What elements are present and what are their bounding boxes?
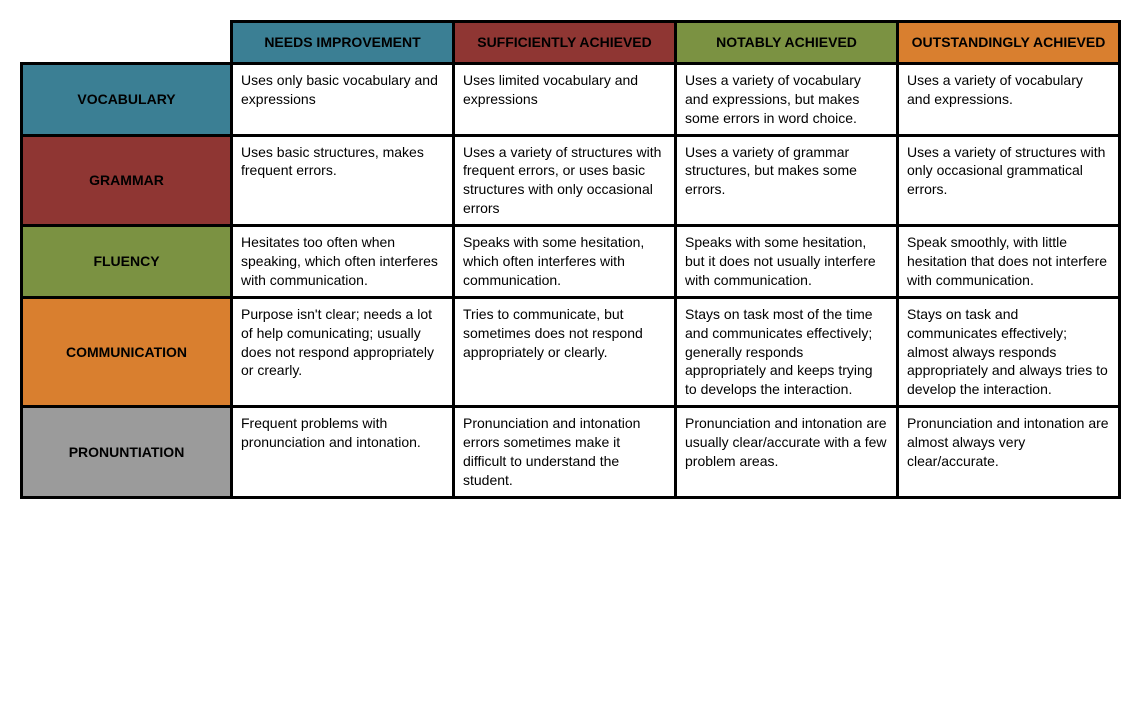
col-header-notably-achieved: NOTABLY ACHIEVED — [676, 22, 898, 64]
rubric-table: NEEDS IMPROVEMENT SUFFICIENTLY ACHIEVED … — [20, 20, 1121, 499]
col-header-outstandingly-achieved: OUTSTANDINGLY ACHIEVED — [898, 22, 1120, 64]
row-header-fluency: FLUENCY — [22, 226, 232, 298]
rubric-cell: Speak smoothly, with little hesitation t… — [898, 226, 1120, 298]
rubric-cell: Frequent problems with pronunciation and… — [232, 407, 454, 498]
rubric-cell: Pronunciation and intonation are almost … — [898, 407, 1120, 498]
row-header-communication: COMMUNICATION — [22, 297, 232, 406]
rubric-cell: Pronunciation and intonation errors some… — [454, 407, 676, 498]
rubric-cell: Uses a variety of structures with only o… — [898, 135, 1120, 226]
rubric-cell: Uses only basic vocabulary and expressio… — [232, 63, 454, 135]
rubric-cell: Tries to communicate, but sometimes does… — [454, 297, 676, 406]
col-header-needs-improvement: NEEDS IMPROVEMENT — [232, 22, 454, 64]
table-row: VOCABULARY Uses only basic vocabulary an… — [22, 63, 1120, 135]
rubric-cell: Speaks with some hesitation, but it does… — [676, 226, 898, 298]
rubric-cell: Uses a variety of vocabulary and express… — [898, 63, 1120, 135]
table-row: COMMUNICATION Purpose isn't clear; needs… — [22, 297, 1120, 406]
corner-cell — [22, 22, 232, 64]
rubric-cell: Stays on task and communicates effective… — [898, 297, 1120, 406]
row-header-vocabulary: VOCABULARY — [22, 63, 232, 135]
rubric-cell: Hesitates too often when speaking, which… — [232, 226, 454, 298]
rubric-cell: Purpose isn't clear; needs a lot of help… — [232, 297, 454, 406]
table-row: GRAMMAR Uses basic structures, makes fre… — [22, 135, 1120, 226]
table-row: FLUENCY Hesitates too often when speakin… — [22, 226, 1120, 298]
header-row: NEEDS IMPROVEMENT SUFFICIENTLY ACHIEVED … — [22, 22, 1120, 64]
rubric-cell: Stays on task most of the time and commu… — [676, 297, 898, 406]
rubric-cell: Speaks with some hesitation, which often… — [454, 226, 676, 298]
rubric-cell: Uses a variety of vocabulary and express… — [676, 63, 898, 135]
rubric-cell: Pronunciation and intonation are usually… — [676, 407, 898, 498]
rubric-cell: Uses basic structures, makes frequent er… — [232, 135, 454, 226]
rubric-cell: Uses a variety of grammar structures, bu… — [676, 135, 898, 226]
table-row: PRONUNTIATION Frequent problems with pro… — [22, 407, 1120, 498]
row-header-grammar: GRAMMAR — [22, 135, 232, 226]
col-header-sufficiently-achieved: SUFFICIENTLY ACHIEVED — [454, 22, 676, 64]
rubric-body: VOCABULARY Uses only basic vocabulary an… — [22, 63, 1120, 497]
row-header-pronuntiation: PRONUNTIATION — [22, 407, 232, 498]
rubric-cell: Uses a variety of structures with freque… — [454, 135, 676, 226]
rubric-cell: Uses limited vocabulary and expressions — [454, 63, 676, 135]
